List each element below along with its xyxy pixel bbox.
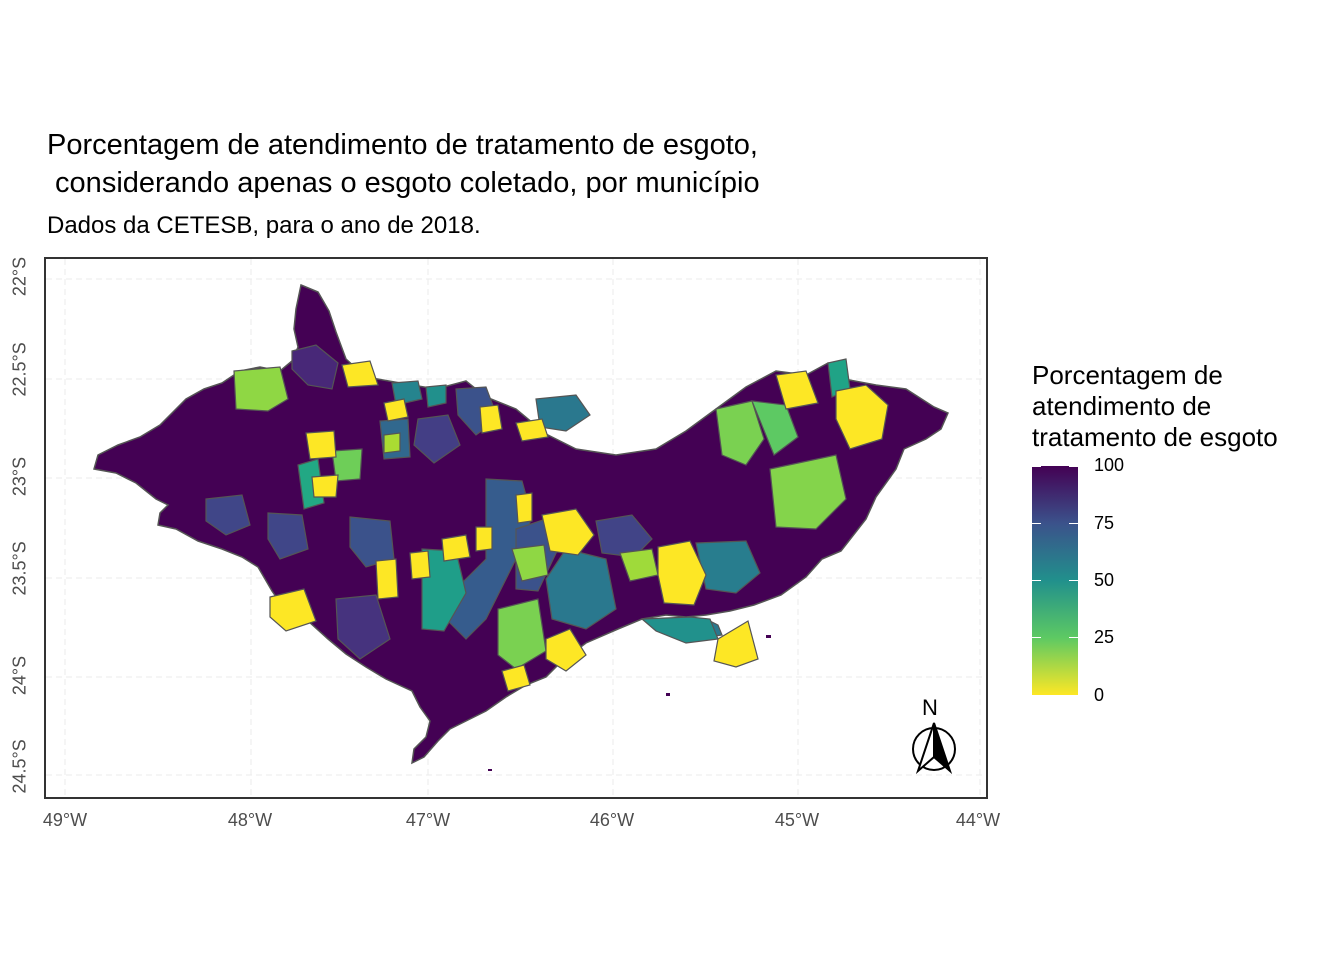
legend-tick-mark <box>1032 523 1041 524</box>
north-arrow-label: N <box>922 695 938 720</box>
x-tick-label: 47°W <box>405 810 451 830</box>
legend-tick-mark <box>1069 466 1078 467</box>
y-tick-label: 24°S <box>9 655 30 696</box>
legend-tick-mark <box>1032 466 1041 467</box>
map-panel: N <box>44 257 988 799</box>
legend-tick-mark <box>1032 637 1041 638</box>
legend-tick-label: 25 <box>1094 627 1115 647</box>
legend-tick-mark <box>1069 637 1078 638</box>
legend-tick-label: 0 <box>1094 685 1105 705</box>
north-arrow-icon <box>912 722 956 775</box>
x-tick-label: 48°W <box>227 810 273 830</box>
y-tick-label: 23.5°S <box>9 541 30 596</box>
x-tick-label: 46°W <box>589 810 635 830</box>
legend-tick-mark <box>1032 580 1041 581</box>
legend-tick-label: 75 <box>1094 513 1115 533</box>
regions-blue <box>205 344 653 660</box>
legend-tick-mark <box>1069 523 1078 524</box>
map-svg <box>46 259 986 797</box>
regions-teal <box>297 358 851 644</box>
x-tick-label: 44°W <box>955 810 1001 830</box>
y-tick-label: 23°S <box>9 456 30 497</box>
y-tick-label: 22.5°S <box>9 342 30 397</box>
map-title: Porcentagem de atendimento de tratamento… <box>47 129 760 199</box>
x-tick-label: 45°W <box>774 810 820 830</box>
legend-tick-label: 100 <box>1094 455 1125 475</box>
legend-tick-mark <box>1069 580 1078 581</box>
x-tick-label: 49°W <box>42 810 88 830</box>
legend-title: Porcentagem de atendimento de tratamento… <box>1032 360 1278 452</box>
regions-yellow <box>269 360 889 692</box>
legend-tick-label: 50 <box>1094 570 1115 590</box>
y-tick-label: 22°S <box>9 256 30 297</box>
islands <box>488 635 771 771</box>
regions-green <box>233 366 847 670</box>
y-tick-label: 24.5°S <box>9 739 30 794</box>
map-subtitle: Dados da CETESB, para o ano de 2018. <box>47 212 481 239</box>
